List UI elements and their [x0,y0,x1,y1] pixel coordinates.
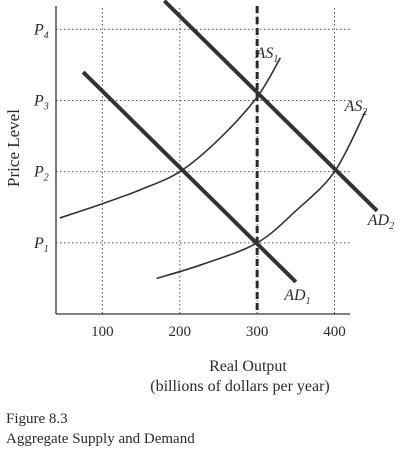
figure-number: Figure 8.3 [6,411,68,427]
axes [55,6,350,315]
y-tick-label: P1 [33,235,49,255]
figure-caption: Figure 8.3 Aggregate Supply and Demand [6,409,195,449]
x-tick-label: 100 [91,324,114,340]
figure-title: Aggregate Supply and Demand [6,431,195,447]
y-tick-label: P3 [33,93,49,113]
series-labels: AS1 AS2 AD1 AD2 [255,45,395,307]
series-label-ad1: AD1 [283,287,310,307]
series-label-ad2: AD2 [367,212,394,232]
x-tick-label: 400 [323,324,346,340]
series-label-as2: AS2 [344,98,368,118]
series-lines [59,0,379,314]
x-tick-label: 200 [169,324,192,340]
series-as1 [59,57,282,219]
chart: 100 200 300 400 P1 P2 P3 P4 AS1 AS2 AD1 AD2 Price … [4,0,395,395]
series-label-as1: AS1 [255,45,279,65]
tick-labels: 100 200 300 400 P1 P2 P3 P4 [33,21,346,340]
y-tick-label: P2 [33,164,49,184]
series-ad2 [162,0,379,213]
series-ad1 [81,70,298,284]
x-axis-label: Real Output [209,358,287,375]
grid-lines [56,8,350,314]
x-axis-label-units: (billions of dollars per year) [150,378,330,395]
series-as2 [156,110,367,280]
y-tick-label: P4 [33,21,49,41]
x-tick-label: 300 [246,324,269,340]
y-axis-label: Price Level [4,109,23,187]
